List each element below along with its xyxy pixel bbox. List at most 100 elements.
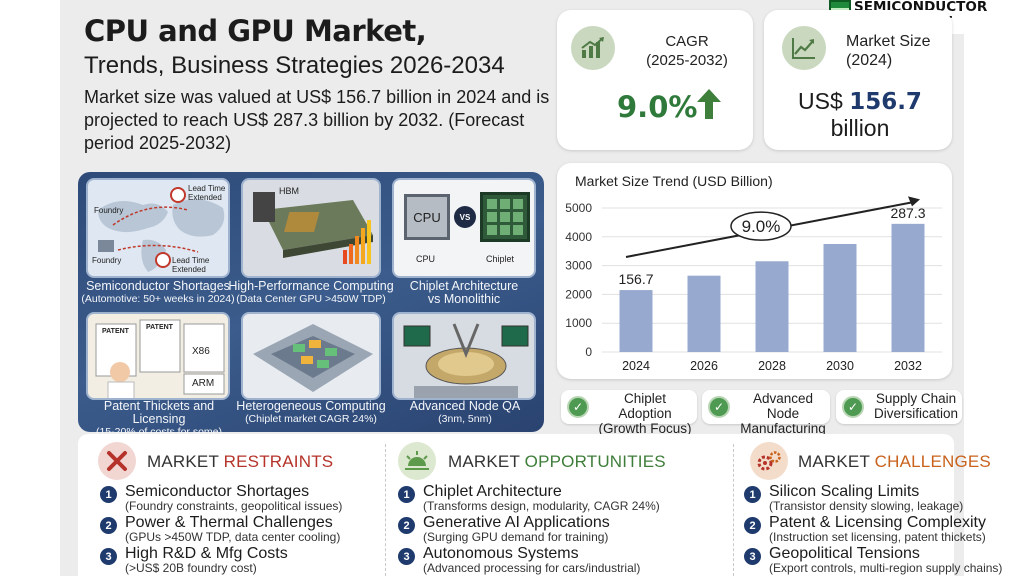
- chiplet-chip: [480, 192, 530, 242]
- item-number-badge: 1: [744, 486, 761, 503]
- patent-label-1: PATENT: [102, 328, 129, 335]
- tile-subtitle: (Data Center GPU >450W TDP): [236, 293, 386, 305]
- market-size-label: Market Size: [846, 33, 931, 50]
- patent-icon: PATENT PATENT X86 ARM: [86, 312, 230, 400]
- section-divider: [733, 444, 734, 576]
- wafer-inspection-icon: [392, 312, 536, 400]
- item-description: (Foundry constraints, geopolitical issue…: [125, 499, 343, 513]
- item-title: High R&D & Mfg Costs: [125, 545, 288, 562]
- tile-title: Chiplet Architecture: [409, 279, 519, 293]
- item-number-badge: 3: [744, 548, 761, 565]
- tile-subtitle: (Chiplet market CAGR 24%): [245, 413, 377, 425]
- market-factors-panel: [78, 434, 954, 576]
- pill-label: Chiplet Adoption (Growth Focus): [598, 391, 692, 436]
- hbm-label: HBM: [279, 186, 299, 196]
- cagr-period: (2025-2032): [646, 52, 728, 69]
- item-number-badge: 3: [398, 548, 415, 565]
- item-title: Autonomous Systems: [423, 545, 579, 562]
- pill-supply-chain: ✓ Supply Chain Diversification: [836, 390, 962, 424]
- x-tick-label: 2028: [758, 359, 786, 373]
- gears-icon: [750, 442, 788, 480]
- restraints-heading: MARKET RESTRAINTS: [147, 452, 333, 472]
- market-size-unit: billion: [830, 115, 890, 141]
- left-margin: [0, 0, 60, 576]
- tile-caption-chiplet: Chiplet Architecture vs Monolithic: [388, 280, 540, 306]
- item-number-badge: 1: [398, 486, 415, 503]
- cagr-value: 9.0%: [617, 90, 698, 124]
- tile-title: Patent Thickets and Licensing: [103, 399, 215, 426]
- x-mark-icon: [98, 442, 136, 480]
- foundry-label-1: Foundry: [94, 206, 124, 215]
- world-map-icon: Lead Time Extended Foundry Foundry Lead …: [86, 178, 230, 278]
- challenges-heading: MARKET CHALLENGES: [798, 452, 991, 472]
- pill-advanced-node: ✓ Advanced Node Manufacturing: [702, 390, 830, 436]
- bar-growth-icon: [571, 26, 615, 70]
- chiplet-label: Chiplet: [486, 254, 515, 264]
- market-size-label-block: Market Size (2024): [846, 32, 930, 70]
- heading-keyword: CHALLENGES: [874, 452, 991, 471]
- foundry-label-2: Foundry: [92, 256, 122, 265]
- item-description: (Export controls, multi-region supply ch…: [769, 561, 1003, 575]
- heading-prefix: MARKET: [798, 452, 875, 471]
- cpu-label: CPU: [416, 254, 436, 264]
- item-title: Geopolitical Tensions: [769, 545, 920, 562]
- pill-chiplet-adoption: ✓ Chiplet Adoption (Growth Focus): [561, 390, 697, 436]
- heading-keyword: RESTRAINTS: [223, 452, 334, 471]
- tile-caption-hpc: High-Performance Computing (Data Center …: [228, 280, 394, 306]
- item-description: (Transforms design, modularity, CAGR 24%…: [423, 499, 660, 513]
- tile-title: Advanced Node QA: [409, 399, 521, 413]
- x86-label: X86: [192, 346, 210, 357]
- tile-title: Heterogeneous Computing: [236, 399, 386, 413]
- tile-subtitle: (Automotive: 50+ weeks in 2024): [81, 293, 235, 305]
- tile-caption-shortages: Semiconductor Shortages (Automotive: 50+…: [80, 280, 236, 306]
- checkmark-icon: ✓: [567, 396, 589, 418]
- x-tick-label: 2026: [690, 359, 718, 373]
- arrow-up-icon: [697, 89, 721, 119]
- y-tick-label: 5000: [565, 201, 592, 215]
- y-tick-label: 2000: [565, 287, 592, 301]
- item-title: Generative AI Applications: [423, 514, 610, 531]
- tile-subtitle: (3nm, 5nm): [438, 413, 492, 425]
- chiplet-icon: CPU VS CPU Chiplet: [392, 178, 536, 278]
- item-description: (Advanced processing for cars/industrial…: [423, 561, 641, 575]
- item-description: (Instruction set licensing, patent thick…: [769, 530, 986, 544]
- item-description: (Transistor density slowing, leakage): [769, 499, 964, 513]
- tile-title: High-Performance Computing: [228, 279, 394, 293]
- item-number-badge: 1: [100, 486, 117, 503]
- cpu-chip: CPU: [404, 194, 450, 240]
- title-block: CPU and GPU Market, Trends, Business Str…: [84, 14, 554, 155]
- gpu-card-icon: HBM: [241, 178, 381, 278]
- item-number-badge: 2: [100, 517, 117, 534]
- market-size-value: US$ 156.7 billion: [790, 88, 930, 141]
- checkmark-icon: ✓: [842, 396, 864, 418]
- market-size-period: (2024): [846, 52, 893, 69]
- item-number-badge: 2: [398, 517, 415, 534]
- item-number-badge: 3: [100, 548, 117, 565]
- page-subtitle: Trends, Business Strategies 2026-2034: [84, 52, 505, 79]
- item-number-badge: 2: [744, 517, 761, 534]
- bar: [687, 275, 721, 352]
- x-tick-label: 2032: [894, 359, 922, 373]
- tile-caption-qa: Advanced Node QA (3nm, 5nm): [390, 400, 540, 426]
- chart-title: Market Size Trend (USD Billion): [575, 173, 773, 189]
- cagr-annotation-bubble: [730, 211, 792, 241]
- trend-chart: 0 1000 2000 3000 4000 5000 2024 156.7 2026 2028 20…: [565, 196, 942, 373]
- cagr-annotation: 9.0%: [742, 217, 781, 236]
- heading-prefix: MARKET: [448, 452, 525, 471]
- sunrise-icon: [398, 442, 436, 480]
- opportunities-heading: MARKET OPPORTUNITIES: [448, 452, 666, 472]
- item-description: (GPUs >450W TDP, data center cooling): [125, 530, 341, 544]
- cagr-label-block: CAGR (2025-2032): [632, 32, 742, 70]
- tile-title: Semiconductor Shortages: [86, 279, 230, 293]
- right-margin: [964, 0, 1024, 576]
- market-description: Market size was valued at US$ 156.7 bill…: [84, 87, 550, 153]
- data-label: 287.3: [890, 205, 925, 221]
- item-description: (>US$ 20B foundry cost): [125, 561, 257, 575]
- illustration-panel: Lead Time Extended Foundry Foundry Lead …: [78, 172, 544, 438]
- checkmark-icon: ✓: [708, 396, 730, 418]
- item-title: Silicon Scaling Limits: [769, 483, 920, 500]
- bar: [619, 290, 653, 352]
- lead-time-label-1: Lead Time Extended: [188, 184, 226, 202]
- y-tick-label: 1000: [565, 316, 592, 330]
- heading-prefix: MARKET: [147, 452, 224, 471]
